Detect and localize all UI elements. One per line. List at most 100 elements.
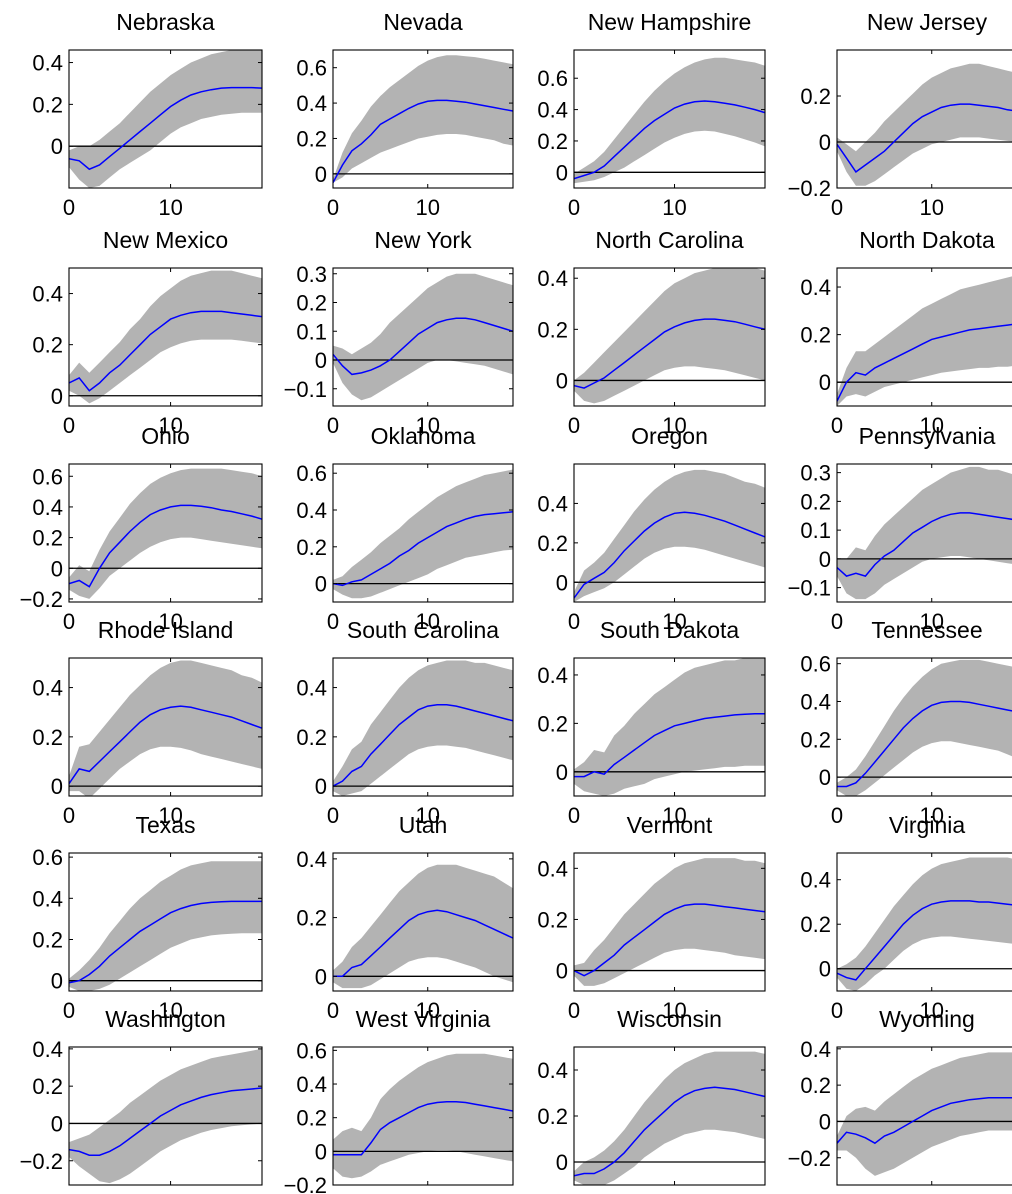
plot-area [69, 50, 262, 188]
confidence-band [69, 660, 262, 796]
subplot-title: Pennsylvania [859, 423, 996, 449]
x-tick-label: 10 [415, 1192, 439, 1194]
y-tick-label: 0 [556, 760, 568, 785]
x-tick-label: 10 [662, 803, 686, 828]
response-line [333, 99, 513, 184]
y-tick-label: 0 [51, 1111, 63, 1136]
plot-area [574, 57, 765, 184]
y-tick-label: 0.4 [32, 495, 63, 520]
plot-area [69, 468, 262, 599]
y-tick-label: 0 [556, 570, 568, 595]
y-tick-label: 0 [556, 160, 568, 185]
response-line [574, 100, 765, 180]
plot-area [574, 858, 765, 986]
y-tick-label: 0.2 [800, 727, 831, 752]
subplot-title: Tennessee [871, 617, 982, 643]
subplot-new-hampshire: 0 0.2 0.4 0.6 0 10 New Hampshire [537, 9, 766, 220]
response-line [69, 1087, 262, 1156]
x-tick-label: 10 [919, 195, 943, 220]
confidence-band [837, 659, 1012, 796]
x-tick-label: 10 [158, 195, 182, 220]
axes-frame [836, 267, 1012, 407]
x-tick-label: 10 [415, 998, 439, 1023]
subplot-nebraska: 0 0.2 0.4 0 10 Nebraska [32, 9, 263, 220]
axes-frame [332, 463, 514, 603]
y-tick-label: 0 [51, 384, 63, 409]
y-tick-label: −0.1 [284, 377, 327, 402]
y-tick-label: 0.2 [537, 531, 568, 556]
response-line [574, 1086, 765, 1177]
y-tick-label: −0.2 [788, 176, 831, 201]
subplot-new-mexico: 0 0.2 0.4 0 10 New Mexico [32, 227, 263, 438]
x-tick-label: 0 [327, 195, 339, 220]
y-tick-label: 0 [556, 368, 568, 393]
response-line [574, 903, 765, 977]
x-tick-label: 0 [327, 998, 339, 1023]
subplot-washington: −0.2 0 0.2 0.4 0 10 Washington [20, 1006, 263, 1194]
subplot-north-dakota: 0 0.2 0.4 0 10 North Dakota [800, 227, 1012, 438]
y-tick-label: −0.2 [20, 1149, 63, 1174]
axes-frame [332, 852, 514, 992]
confidence-band [837, 63, 1012, 186]
plot-area [837, 466, 1012, 600]
plot-area [69, 861, 262, 991]
y-tick-label: 0.4 [537, 663, 568, 688]
y-tick-label: 0.4 [800, 868, 831, 893]
x-tick-label: 0 [568, 609, 580, 634]
x-tick-label: 10 [415, 609, 439, 634]
y-tick-label: 0.2 [800, 912, 831, 937]
x-tick-label: 10 [158, 803, 182, 828]
plot-area [574, 1051, 765, 1185]
axes-frame [836, 657, 1012, 797]
y-tick-label: 0 [819, 547, 831, 572]
x-tick-label: 10 [415, 413, 439, 438]
x-tick-label: 0 [63, 195, 75, 220]
subplot-title: New Hampshire [588, 9, 752, 35]
confidence-band [69, 50, 262, 188]
confidence-band [837, 276, 1012, 406]
y-tick-label: 0.6 [296, 1038, 327, 1063]
subplot-title: Oklahoma [371, 423, 476, 449]
y-tick-label: 0 [819, 765, 831, 790]
plot-area [574, 658, 765, 796]
axes-frame [332, 267, 514, 407]
y-tick-label: 0.4 [800, 1037, 831, 1062]
axes-frame [836, 1046, 1012, 1186]
y-tick-label: 0 [315, 774, 327, 799]
response-line [574, 712, 765, 778]
axes-frame [68, 1046, 263, 1186]
subplot-title: Nebraska [116, 9, 215, 35]
plot-area [574, 469, 765, 602]
confidence-band [333, 469, 513, 599]
axes-frame [573, 852, 766, 992]
confidence-band [574, 469, 765, 602]
y-tick-label: 0.4 [32, 1037, 63, 1062]
x-tick-label: 0 [568, 413, 580, 438]
subplot-title: Virginia [889, 812, 965, 838]
axes-frame [836, 852, 1012, 992]
subplot-oklahoma: 0 0.2 0.4 0.6 0 10 Oklahoma [296, 423, 514, 634]
y-tick-label: 0.2 [32, 526, 63, 551]
y-tick-label: 0.4 [537, 266, 568, 291]
axes-frame [68, 852, 263, 992]
y-tick-label: 0.2 [800, 489, 831, 514]
y-tick-label: −0.2 [20, 587, 63, 612]
confidence-band [69, 468, 262, 599]
y-tick-label: 0 [556, 1150, 568, 1175]
y-tick-label: 0.2 [296, 725, 327, 750]
x-tick-label: 10 [158, 413, 182, 438]
response-line [574, 511, 765, 599]
axes-frame [836, 49, 1012, 189]
subplot-title: North Carolina [595, 227, 743, 253]
confidence-band [333, 1053, 513, 1179]
subplot-title: Nevada [383, 9, 462, 35]
y-tick-label: 0 [819, 957, 831, 982]
plot-area [333, 660, 513, 796]
subplot-west-virginia: −0.200.20.40.6010West Virginia [284, 1006, 514, 1194]
x-tick-label: 0 [831, 1192, 843, 1194]
y-tick-label: 0.6 [537, 66, 568, 91]
plot-area [333, 273, 513, 401]
y-tick-label: 0.3 [296, 262, 327, 287]
x-tick-label: 0 [831, 803, 843, 828]
axes-frame [68, 267, 263, 407]
